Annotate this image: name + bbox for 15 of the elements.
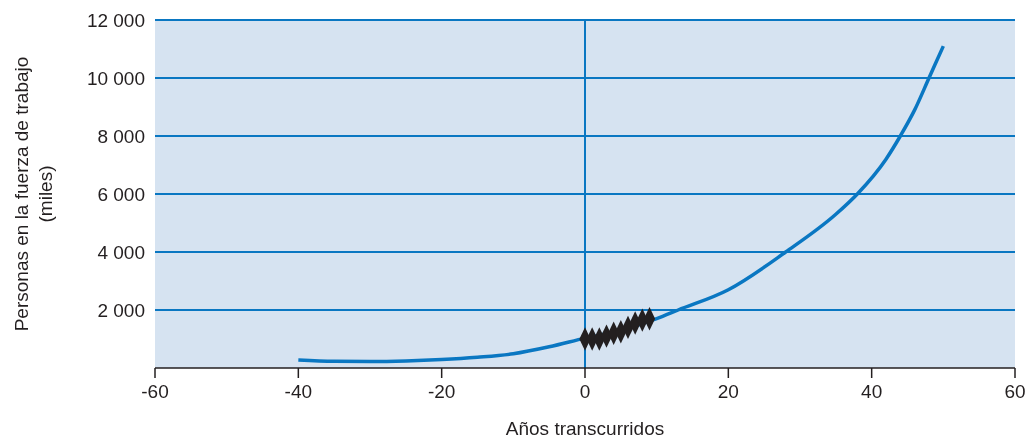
x-tick-label: -40	[284, 381, 313, 402]
y-tick-label: 6 000	[97, 183, 145, 205]
y-tick-label: 2 000	[97, 299, 145, 321]
x-tick-label: -20	[427, 381, 456, 402]
x-tick-label: 0	[579, 381, 591, 402]
x-tick-label: 60	[1004, 381, 1026, 402]
x-tick-label: 20	[717, 381, 739, 402]
x-tick-label: -60	[141, 381, 169, 402]
x-axis-title: Años transcurridos	[505, 418, 665, 439]
y-tick-label: 4 000	[97, 241, 145, 263]
y-tick-label: 10 000	[86, 67, 145, 89]
x-tick-label: 40	[861, 381, 883, 402]
y-axis-title: Personas en la fuerza de trabajo (miles)	[11, 56, 56, 332]
y-tick-label: 12 000	[86, 9, 145, 31]
y-tick-label: 8 000	[97, 125, 145, 147]
